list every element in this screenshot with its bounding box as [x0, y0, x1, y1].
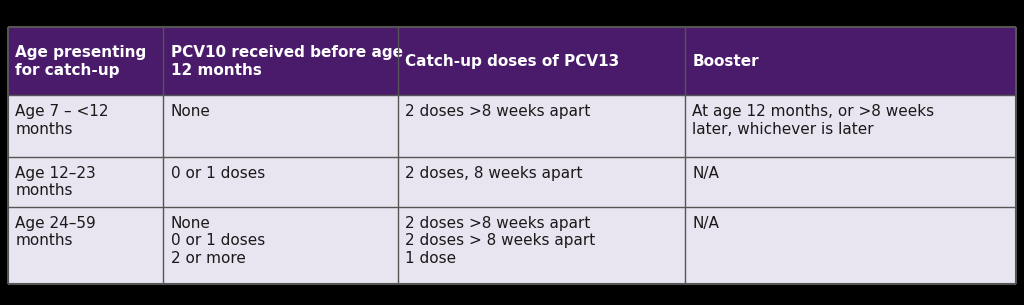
- Bar: [398, 207, 685, 284]
- Bar: [164, 207, 398, 284]
- Bar: [685, 207, 1016, 284]
- Text: At age 12 months, or >8 weeks
later, whichever is later: At age 12 months, or >8 weeks later, whi…: [692, 105, 935, 137]
- Bar: [685, 27, 1016, 95]
- Bar: [8, 207, 164, 284]
- Bar: [398, 27, 685, 95]
- Bar: [685, 157, 1016, 207]
- Bar: [685, 95, 1016, 157]
- Bar: [164, 95, 398, 157]
- Text: PCV10 received before age
12 months: PCV10 received before age 12 months: [171, 45, 402, 77]
- Text: 2 doses >8 weeks apart
2 doses > 8 weeks apart
1 dose: 2 doses >8 weeks apart 2 doses > 8 weeks…: [406, 216, 596, 266]
- Bar: [8, 27, 164, 95]
- Text: 2 doses, 8 weeks apart: 2 doses, 8 weeks apart: [406, 166, 583, 181]
- Text: Age 7 – <12
months: Age 7 – <12 months: [15, 105, 109, 137]
- Text: Booster: Booster: [692, 54, 759, 69]
- Text: Catch-up doses of PCV13: Catch-up doses of PCV13: [406, 54, 620, 69]
- Bar: [164, 157, 398, 207]
- Text: Age 12–23
months: Age 12–23 months: [15, 166, 96, 198]
- Text: N/A: N/A: [692, 216, 719, 231]
- Bar: [8, 95, 164, 157]
- Bar: [8, 157, 164, 207]
- Text: None
0 or 1 doses
2 or more: None 0 or 1 doses 2 or more: [171, 216, 265, 266]
- Text: None: None: [171, 105, 210, 120]
- Bar: [398, 95, 685, 157]
- Text: 0 or 1 doses: 0 or 1 doses: [171, 166, 265, 181]
- Text: N/A: N/A: [692, 166, 719, 181]
- Text: 2 doses >8 weeks apart: 2 doses >8 weeks apart: [406, 105, 591, 120]
- Bar: [398, 157, 685, 207]
- Text: Age 24–59
months: Age 24–59 months: [15, 216, 96, 248]
- Bar: [164, 27, 398, 95]
- Text: Age presenting
for catch-up: Age presenting for catch-up: [15, 45, 146, 77]
